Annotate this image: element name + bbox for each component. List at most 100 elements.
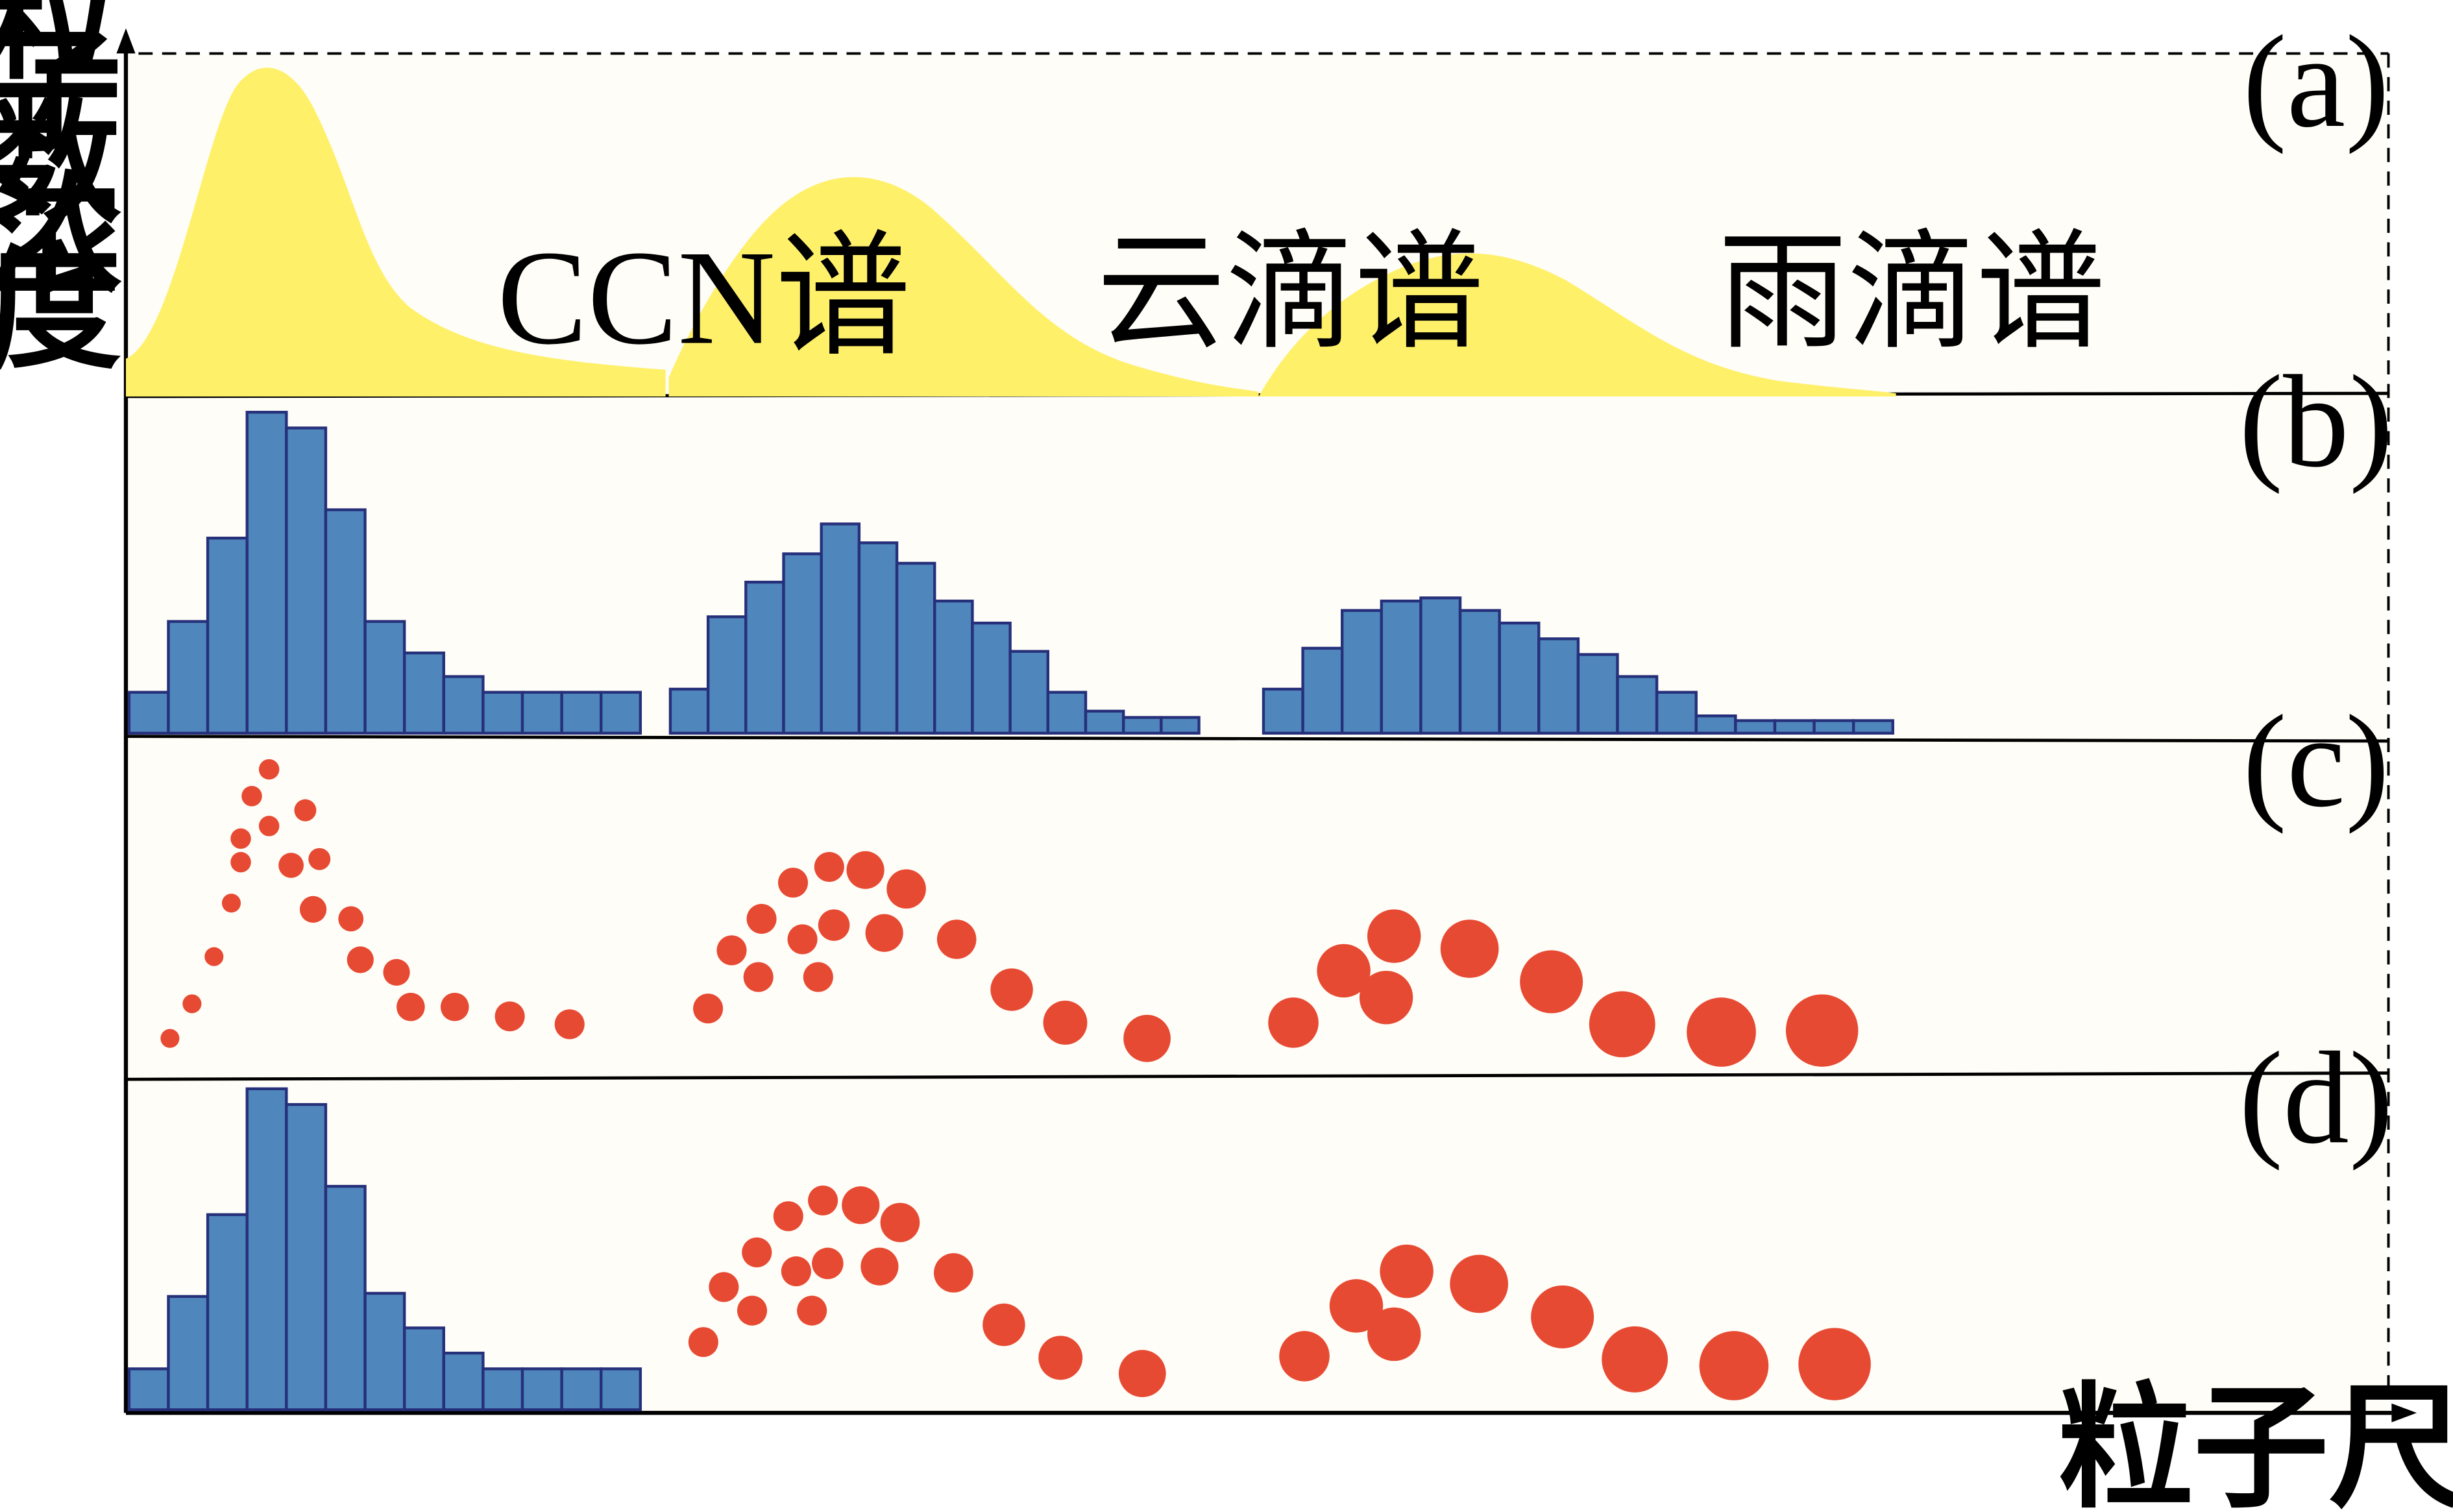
divider-b-c: [126, 735, 2389, 743]
y-axis-label-char: 数: [0, 86, 121, 243]
droplet: [1038, 1335, 1083, 1380]
droplet: [778, 868, 809, 898]
droplet: [693, 994, 724, 1024]
droplet: [182, 994, 202, 1014]
rain-curve: [1258, 253, 1896, 396]
histogram-bar: [482, 690, 524, 735]
panel-a-curves: [126, 67, 1896, 396]
histogram-bar: [1655, 690, 1698, 735]
histogram-bar: [1537, 637, 1580, 735]
droplet: [812, 1247, 844, 1280]
droplet: [709, 1272, 739, 1302]
droplet: [803, 962, 833, 992]
histogram-bar: [285, 1103, 328, 1411]
droplet: [1699, 1331, 1769, 1400]
droplet: [1602, 1326, 1668, 1393]
droplet: [1367, 909, 1421, 963]
histogram-bar: [127, 690, 170, 735]
droplet: [743, 962, 774, 992]
droplet: [258, 759, 280, 780]
droplet: [221, 894, 241, 913]
panel-label-a: (a): [2243, 9, 2389, 155]
panel-d-droplets: [688, 1185, 1871, 1400]
x-axis-arrow-icon: [2391, 1403, 2417, 1422]
histogram-bar: [971, 621, 1012, 735]
ccn-spectrum-label: CCN谱: [497, 223, 910, 373]
droplet: [1798, 1328, 1871, 1400]
histogram-bar: [167, 1295, 210, 1411]
droplet: [880, 1202, 920, 1243]
panel-c-droplets: [160, 759, 1859, 1067]
droplet: [865, 914, 903, 952]
droplet: [688, 1327, 718, 1358]
droplet: [1123, 1014, 1171, 1062]
panel-b-histograms: [127, 411, 1894, 735]
histogram-bar: [560, 1367, 603, 1411]
y-axis-label: 粒 子 数 浓 度: [0, 0, 122, 388]
droplet: [383, 958, 410, 986]
droplet: [554, 1009, 585, 1040]
y-axis-label-char: 浓: [0, 158, 122, 315]
droplet: [294, 799, 317, 822]
droplet: [746, 903, 777, 934]
droplet: [1268, 997, 1319, 1048]
y-axis-arrow-icon: [116, 28, 136, 54]
histogram-bar: [668, 687, 710, 735]
droplet: [842, 1186, 880, 1225]
histogram-bar: [363, 1291, 406, 1411]
droplet: [397, 992, 425, 1021]
droplet: [1367, 1307, 1421, 1361]
histogram-bar: [1773, 719, 1816, 735]
histogram-bar: [482, 1367, 524, 1411]
droplet: [241, 786, 262, 807]
ccn-curve: [126, 67, 666, 396]
histogram-bar: [402, 1326, 445, 1411]
histogram-bar: [127, 1367, 170, 1411]
droplet: [797, 1295, 827, 1326]
droplet: [818, 909, 850, 941]
droplet: [299, 896, 327, 923]
histogram-bar: [1812, 719, 1855, 735]
droplet: [781, 1256, 811, 1287]
droplet: [338, 906, 364, 932]
panel-label-b: (b): [2239, 349, 2393, 495]
droplet: [934, 1253, 973, 1293]
histogram-bar: [706, 615, 748, 735]
droplet: [773, 1201, 803, 1232]
histogram-bar: [1160, 716, 1201, 735]
droplet: [204, 947, 224, 966]
histogram-bar: [1458, 609, 1501, 735]
droplet: [1329, 1279, 1384, 1333]
droplet: [278, 853, 304, 878]
histogram-bar: [1616, 675, 1659, 735]
histogram-bar: [363, 620, 406, 735]
histogram-bar: [820, 522, 861, 735]
histogram-bar: [245, 1087, 288, 1411]
histogram-bar: [1852, 719, 1894, 735]
divider-c-d: [126, 1071, 2389, 1081]
droplet: [936, 920, 977, 959]
droplet: [1043, 1001, 1088, 1045]
histogram-bar: [1046, 690, 1088, 735]
droplet: [814, 851, 844, 882]
histogram-bar: [324, 508, 367, 735]
droplet: [1450, 1254, 1508, 1313]
panel-label-c: (c): [2243, 689, 2389, 835]
droplet: [1279, 1331, 1330, 1382]
droplet: [1589, 991, 1655, 1058]
droplet: [230, 828, 251, 849]
droplet: [742, 1237, 772, 1267]
rain-spectrum-label: 雨滴谱: [1718, 217, 2105, 367]
histogram-bar: [520, 1367, 563, 1411]
droplet: [1380, 1244, 1434, 1299]
histogram-bar: [206, 537, 249, 735]
histogram-bar: [744, 580, 785, 735]
droplet: [1531, 1285, 1594, 1348]
histogram-bar: [1122, 716, 1163, 735]
droplet: [308, 847, 331, 870]
droplet: [886, 869, 926, 909]
cloud-spectrum-label: 云滴谱: [1097, 217, 1483, 367]
histogram-bar: [1301, 646, 1344, 735]
histogram-bar: [933, 599, 974, 735]
